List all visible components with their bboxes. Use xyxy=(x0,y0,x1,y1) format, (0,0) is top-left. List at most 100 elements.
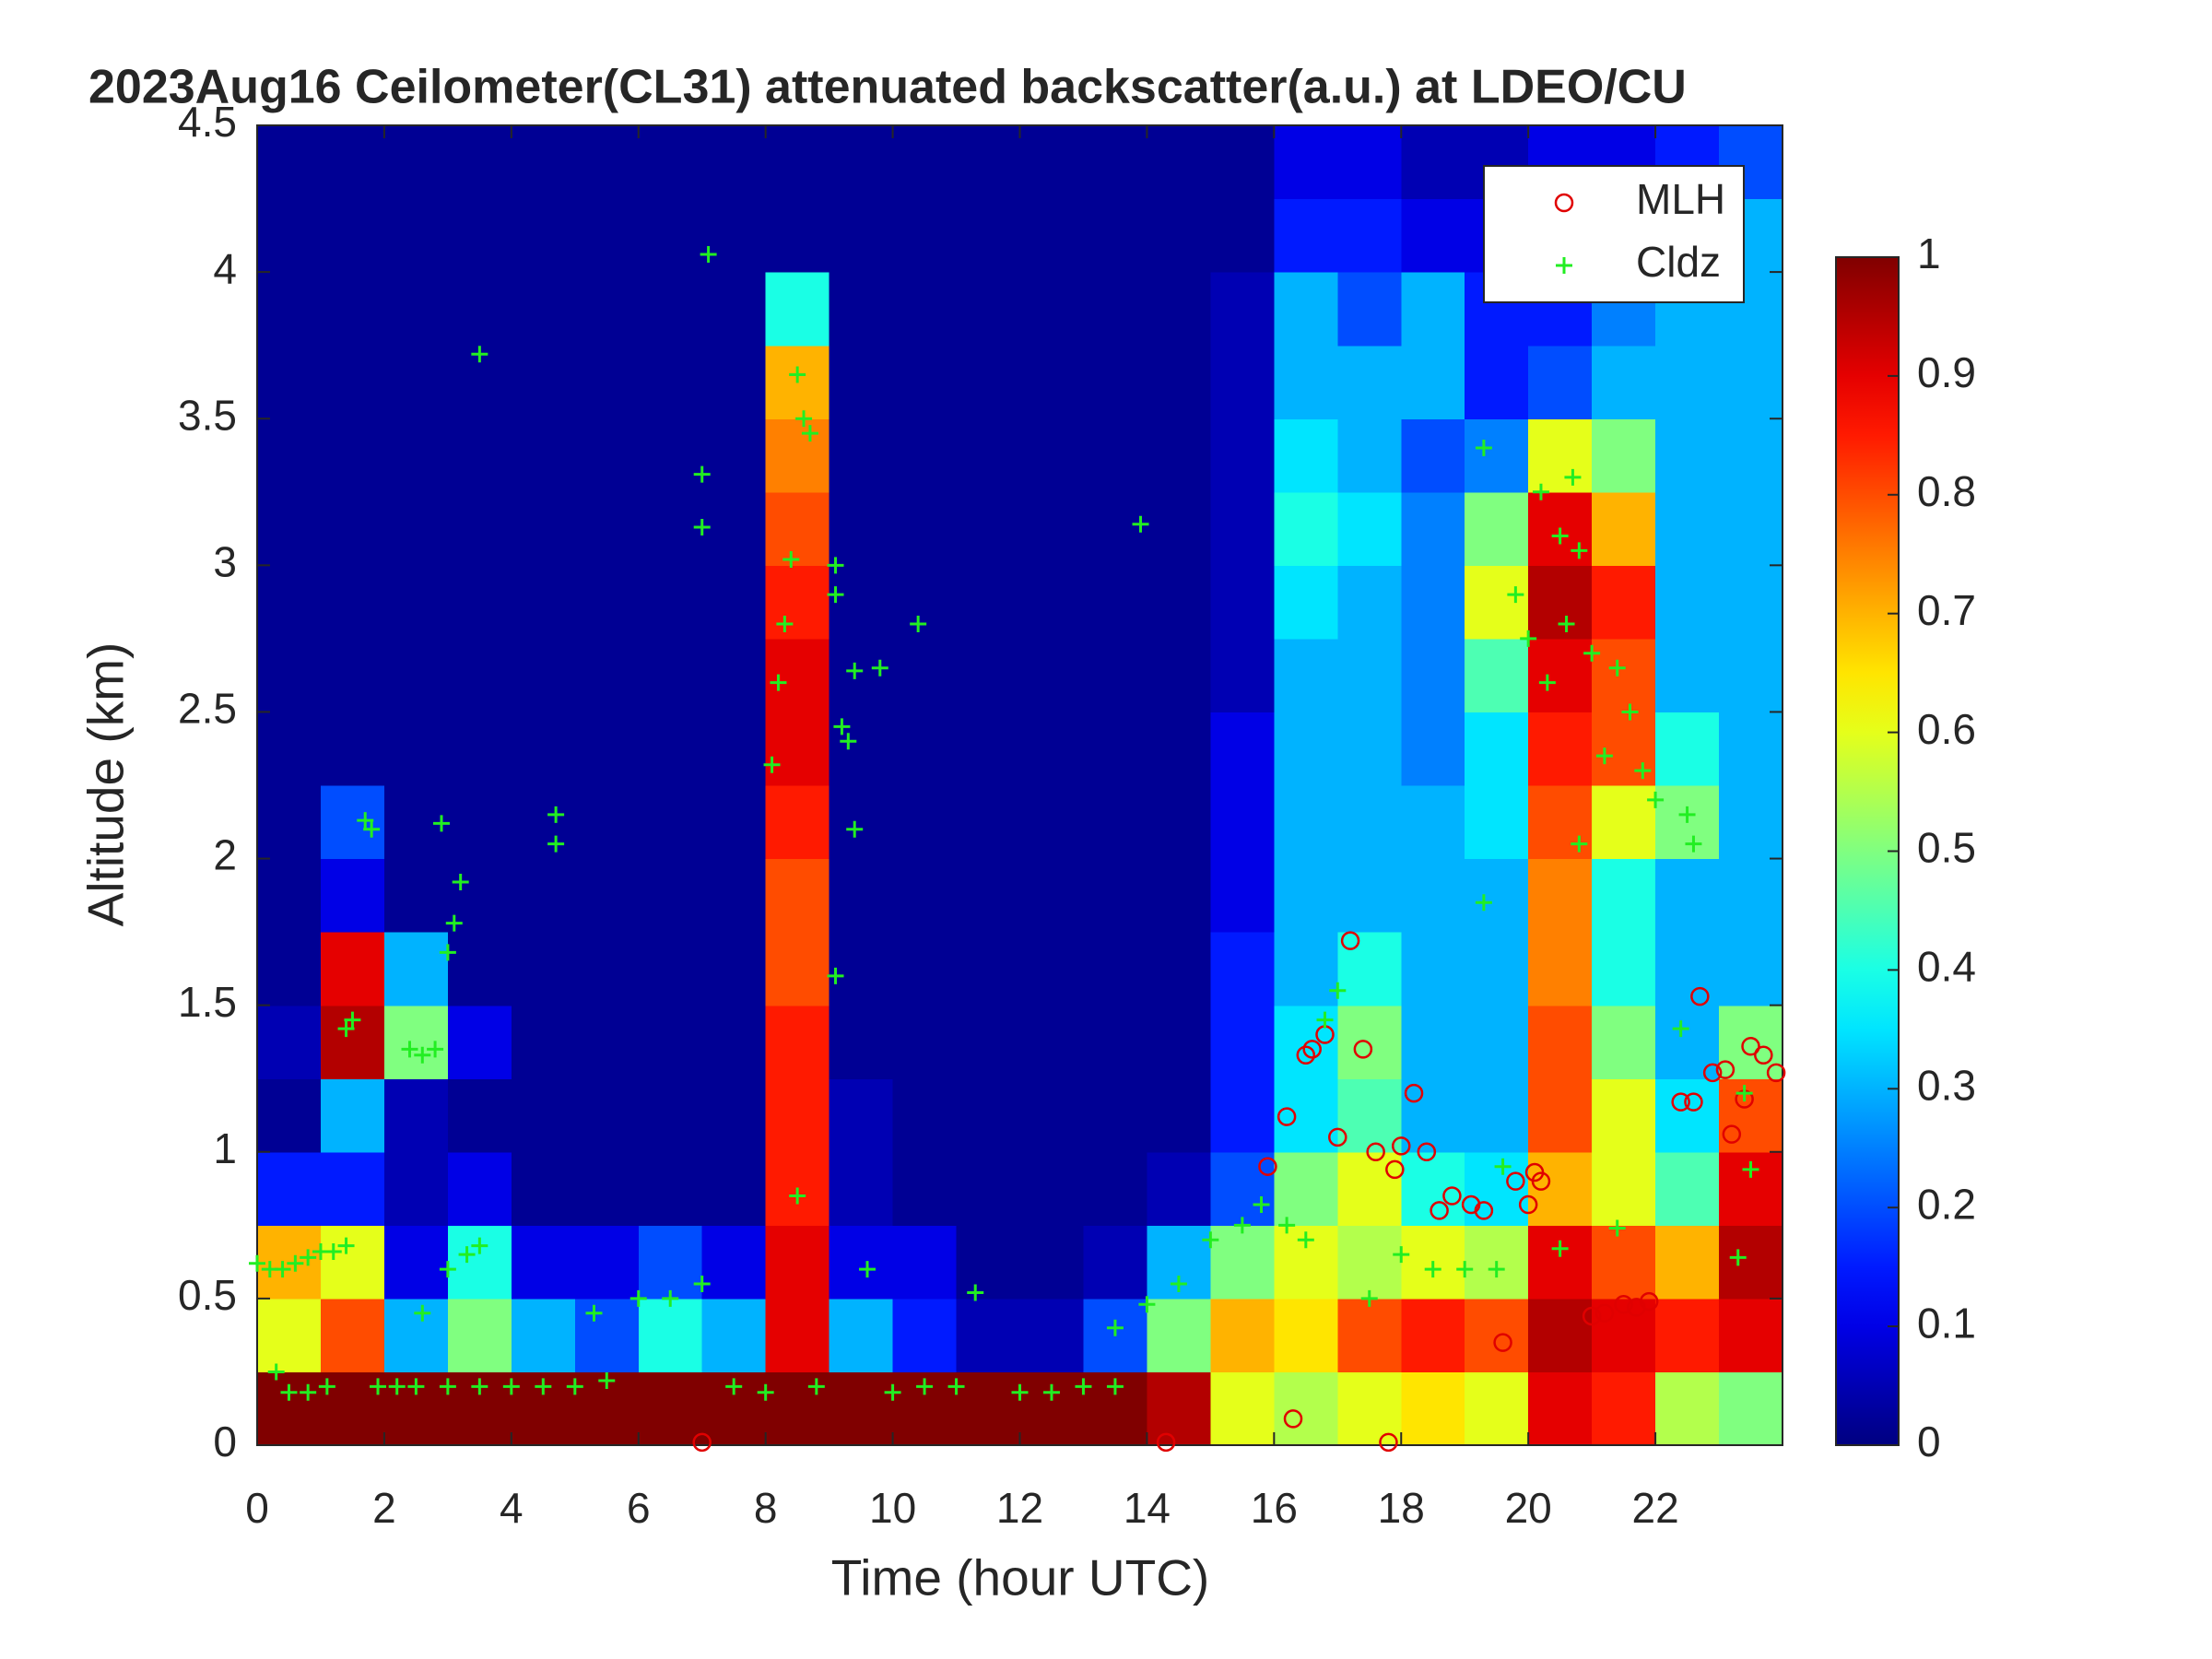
heatmap-cell xyxy=(1019,272,1085,347)
cldz-point xyxy=(414,1046,431,1064)
cldz-point xyxy=(1608,1219,1626,1237)
heatmap-cell xyxy=(892,1298,958,1373)
heatmap-cell xyxy=(829,932,894,1006)
cldz-point xyxy=(427,1041,444,1058)
mlh-point xyxy=(1156,1432,1176,1453)
cldz-point xyxy=(795,410,813,428)
heatmap-cell xyxy=(257,785,322,860)
heatmap-cell xyxy=(447,1005,512,1079)
heatmap-cell xyxy=(829,198,894,273)
heatmap-cell xyxy=(1655,1298,1720,1373)
heatmap-cell xyxy=(257,638,322,713)
heatmap-cell xyxy=(511,198,576,273)
y-tick-label: 1.5 xyxy=(178,978,237,1026)
heatmap-cell xyxy=(892,198,958,273)
heatmap-cell xyxy=(257,1371,322,1446)
cldz-point xyxy=(725,1378,743,1395)
heatmap-cell xyxy=(1337,491,1402,566)
heatmap-cell xyxy=(956,345,1021,419)
heatmap-cell xyxy=(829,1078,894,1153)
heatmap-cell xyxy=(1210,1078,1275,1153)
heatmap-cell xyxy=(1655,932,1720,1006)
mlh-point xyxy=(1518,1194,1538,1215)
heatmap-cell xyxy=(1719,1371,1783,1446)
cldz-point xyxy=(280,1383,298,1401)
colorbar-tick-label: 0.3 xyxy=(1917,1061,1976,1109)
heatmap-cell xyxy=(1019,1225,1085,1300)
heatmap-cell xyxy=(447,712,512,786)
mlh-point xyxy=(1385,1159,1405,1180)
cldz-point xyxy=(1532,483,1549,500)
heatmap-cell xyxy=(1337,1151,1402,1226)
heatmap-cell xyxy=(1337,345,1402,419)
heatmap-cell xyxy=(892,491,958,566)
y-axis-label: Altitude (km) xyxy=(77,642,135,927)
heatmap-cell xyxy=(511,272,576,347)
heatmap-cell xyxy=(1083,785,1148,860)
cldz-point xyxy=(840,733,857,750)
heatmap-cell xyxy=(1465,712,1529,786)
heatmap-cell xyxy=(892,272,958,347)
y-tick-label: 2.5 xyxy=(178,685,237,733)
cldz-point xyxy=(1735,1085,1753,1102)
cldz-point xyxy=(598,1371,616,1389)
heatmap-cell xyxy=(638,1371,703,1446)
cldz-point xyxy=(1564,468,1582,486)
heatmap-cell xyxy=(1083,1225,1148,1300)
heatmap-cell xyxy=(829,345,894,419)
heatmap-cell xyxy=(511,418,576,493)
mlh-point xyxy=(1582,1306,1602,1326)
colorbar-tick-label: 0.4 xyxy=(1917,943,1976,991)
cldz-point xyxy=(1297,1231,1314,1249)
heatmap-cell xyxy=(574,125,640,200)
y-tick-label: 4 xyxy=(213,244,237,292)
heatmap-cell xyxy=(701,1225,767,1300)
heatmap-cell xyxy=(701,125,767,200)
heatmap-cell xyxy=(1592,491,1656,566)
heatmap-cell xyxy=(1401,1371,1465,1446)
cldz-point xyxy=(1393,1246,1410,1264)
cldz-point xyxy=(452,874,469,891)
heatmap-cell xyxy=(1592,858,1656,933)
heatmap-cell xyxy=(1719,491,1783,566)
heatmap-cell xyxy=(956,712,1021,786)
heatmap-cell xyxy=(1147,125,1211,200)
heatmap-cell xyxy=(1528,565,1593,640)
cldz-point xyxy=(287,1254,304,1272)
heatmap-cell xyxy=(1274,198,1338,273)
heatmap-cell xyxy=(574,198,640,273)
heatmap-cell xyxy=(1147,1005,1211,1079)
heatmap-cell xyxy=(1401,418,1465,493)
heatmap-cell xyxy=(1147,932,1211,1006)
heatmap-cell xyxy=(1655,1078,1720,1153)
heatmap-cell xyxy=(1147,785,1211,860)
cldz-point xyxy=(827,586,844,604)
heatmap-cell xyxy=(638,858,703,933)
cldz-point xyxy=(700,246,717,264)
mlh-point xyxy=(1702,1063,1723,1083)
cldz-point xyxy=(910,615,927,632)
heatmap-cell xyxy=(1210,1151,1275,1226)
heatmap-cell xyxy=(765,491,830,566)
heatmap-cell xyxy=(511,125,576,200)
heatmap-cell xyxy=(1147,491,1211,566)
heatmap-cell xyxy=(320,858,385,933)
heatmap-cell xyxy=(1401,491,1465,566)
heatmap-cell xyxy=(892,125,958,200)
cldz-point xyxy=(1494,1158,1512,1175)
heatmap-cell xyxy=(956,785,1021,860)
heatmap-cell xyxy=(765,1298,830,1373)
mlh-point xyxy=(1684,1092,1703,1112)
cldz-point xyxy=(547,835,565,853)
heatmap-cell xyxy=(1401,1005,1465,1079)
x-tick-label: 4 xyxy=(500,1484,524,1532)
cldz-point xyxy=(585,1304,603,1322)
heatmap-cell xyxy=(892,345,958,419)
cldz-point xyxy=(1202,1231,1219,1249)
heatmap-cell xyxy=(1019,125,1085,200)
cldz-point xyxy=(274,1261,291,1278)
y-tick-label: 1 xyxy=(213,1124,237,1172)
legend-label: Cldz xyxy=(1636,238,1721,286)
mlh-point xyxy=(1283,1409,1303,1429)
mlh-point xyxy=(1296,1045,1316,1065)
